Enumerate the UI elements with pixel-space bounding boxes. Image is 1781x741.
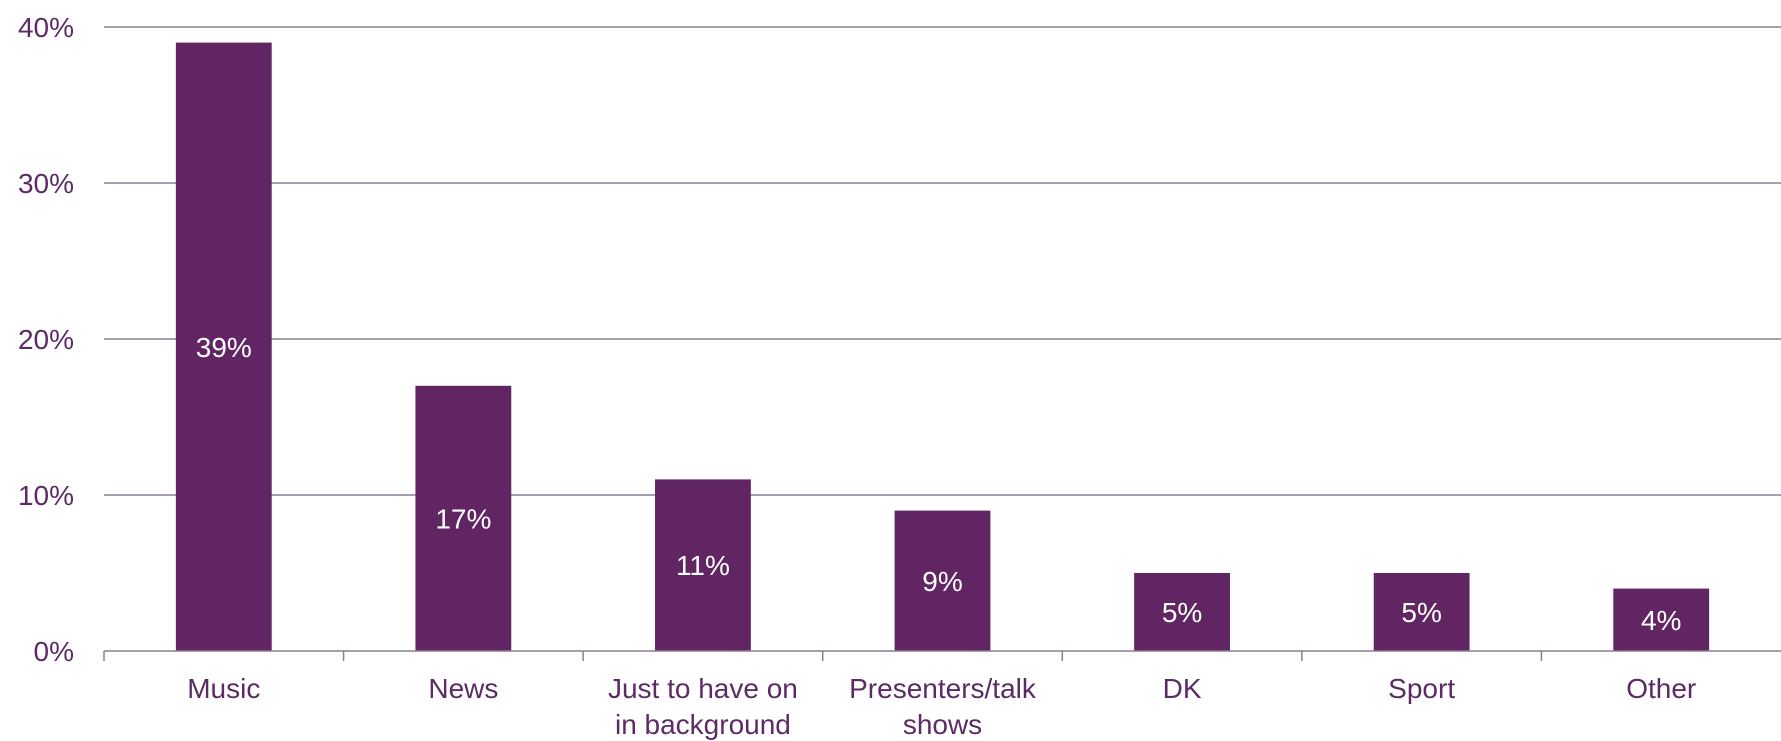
data-label: 39% xyxy=(196,332,252,363)
x-category-label: in background xyxy=(615,709,791,740)
data-label: 17% xyxy=(435,503,491,534)
x-category-label: shows xyxy=(903,709,982,740)
bar xyxy=(894,510,991,651)
gridlines xyxy=(104,26,1781,496)
y-tick-label: 40% xyxy=(18,12,74,43)
bar xyxy=(1373,573,1470,651)
y-tick-label: 10% xyxy=(18,480,74,511)
x-category-label: Sport xyxy=(1388,673,1455,704)
y-tick-label: 30% xyxy=(18,168,74,199)
data-label: 9% xyxy=(922,566,962,597)
x-axis-category-labels: Music News Just to have on in background Pre… xyxy=(187,673,1696,740)
data-label: 5% xyxy=(1401,597,1441,628)
bar xyxy=(1134,573,1230,651)
data-label: 5% xyxy=(1162,597,1202,628)
data-label: 11% xyxy=(676,550,730,581)
x-category-label: Music xyxy=(187,673,260,704)
x-category-label: Just to have on xyxy=(608,673,798,704)
x-category-label: Presenters/talk xyxy=(849,673,1037,704)
x-category-label: News xyxy=(428,673,498,704)
data-labels: 39% 17% 11% 9% 5% 5% 4% xyxy=(196,332,1682,636)
data-label: 4% xyxy=(1641,605,1681,636)
x-axis xyxy=(103,650,1781,661)
y-axis-tick-labels: 0% 10% 20% 30% 40% xyxy=(18,12,74,667)
bar xyxy=(415,385,512,651)
y-tick-label: 0% xyxy=(34,636,74,667)
bars xyxy=(175,42,1710,652)
x-category-label: Other xyxy=(1626,673,1696,704)
y-tick-label: 20% xyxy=(18,324,74,355)
x-category-label: DK xyxy=(1163,673,1202,704)
bar xyxy=(655,479,751,651)
bar xyxy=(175,42,272,652)
bar xyxy=(1613,588,1710,651)
